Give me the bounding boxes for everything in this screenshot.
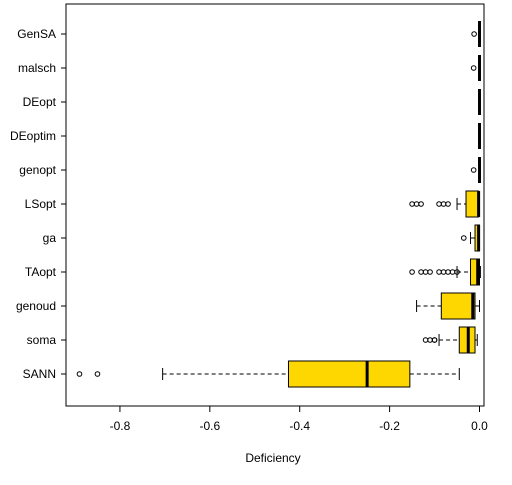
y-tick-label: TAopt [25, 265, 57, 279]
x-axis-label: Deficiency [245, 451, 300, 465]
y-tick-label: genopt [19, 163, 56, 177]
outlier-point [427, 337, 433, 343]
outlier-point [94, 371, 101, 377]
outlier-point [440, 269, 447, 275]
y-tick-label: DEoptim [10, 129, 56, 143]
outlier-point [76, 371, 83, 377]
outlier-point [413, 201, 420, 207]
x-tick-label: -0.2 [379, 419, 400, 433]
outlier-point [418, 201, 424, 207]
outlier-point [440, 201, 447, 207]
x-tick-label: 0.0 [471, 419, 488, 433]
iqr-box [470, 258, 481, 286]
outlier-point [445, 201, 451, 207]
y-tick-label: soma [27, 333, 57, 347]
y-tick-label: DEopt [23, 95, 57, 109]
outlier-point [409, 269, 415, 275]
box-group-malsch [470, 55, 482, 81]
outlier-point [422, 337, 429, 343]
y-tick-label: GenSA [17, 27, 56, 41]
outlier-point [470, 65, 477, 71]
outlier-point [436, 269, 442, 275]
outlier-point [409, 201, 415, 207]
boxes-layer [76, 21, 482, 388]
y-tick-label: LSopt [25, 197, 57, 211]
box-group-ga [460, 224, 481, 252]
box-group-TAopt [409, 258, 481, 286]
iqr-box [287, 360, 411, 388]
x-tick-label: -0.8 [110, 419, 131, 433]
iqr-box [465, 190, 480, 218]
outlier-point [449, 269, 456, 275]
outlier-point [436, 201, 442, 207]
y-axis: GenSA malsch DEopt DEoptim genopt LSopt ga TAop… [10, 27, 66, 381]
plot-area-frame [65, 3, 485, 407]
box-group-LSopt [409, 190, 481, 218]
outlier-point [470, 167, 477, 173]
box-group-genoud [416, 292, 481, 320]
box-group-genopt [470, 157, 482, 183]
box-group-soma [422, 326, 478, 354]
x-axis: -0.8 -0.6 -0.4 -0.2 0.0 [110, 406, 488, 433]
y-tick-label: ga [43, 231, 57, 245]
x-tick-label: -0.6 [199, 419, 220, 433]
outlier-point [431, 337, 438, 343]
x-tick-label: -0.4 [289, 419, 310, 433]
box-group-GenSA [471, 21, 482, 47]
outlier-point [471, 31, 477, 37]
outlier-point [422, 269, 429, 275]
y-tick-label: genoud [16, 299, 56, 313]
outlier-point [445, 269, 451, 275]
outlier-point [418, 269, 424, 275]
iqr-box [440, 292, 476, 320]
y-tick-label: SANN [23, 367, 56, 381]
outlier-point [427, 269, 433, 275]
outlier-point [454, 269, 460, 275]
box-group-DEoptim [478, 123, 482, 149]
y-tick-label: malsch [18, 61, 56, 75]
box-group-SANN [76, 360, 460, 388]
outlier-point [460, 235, 467, 241]
